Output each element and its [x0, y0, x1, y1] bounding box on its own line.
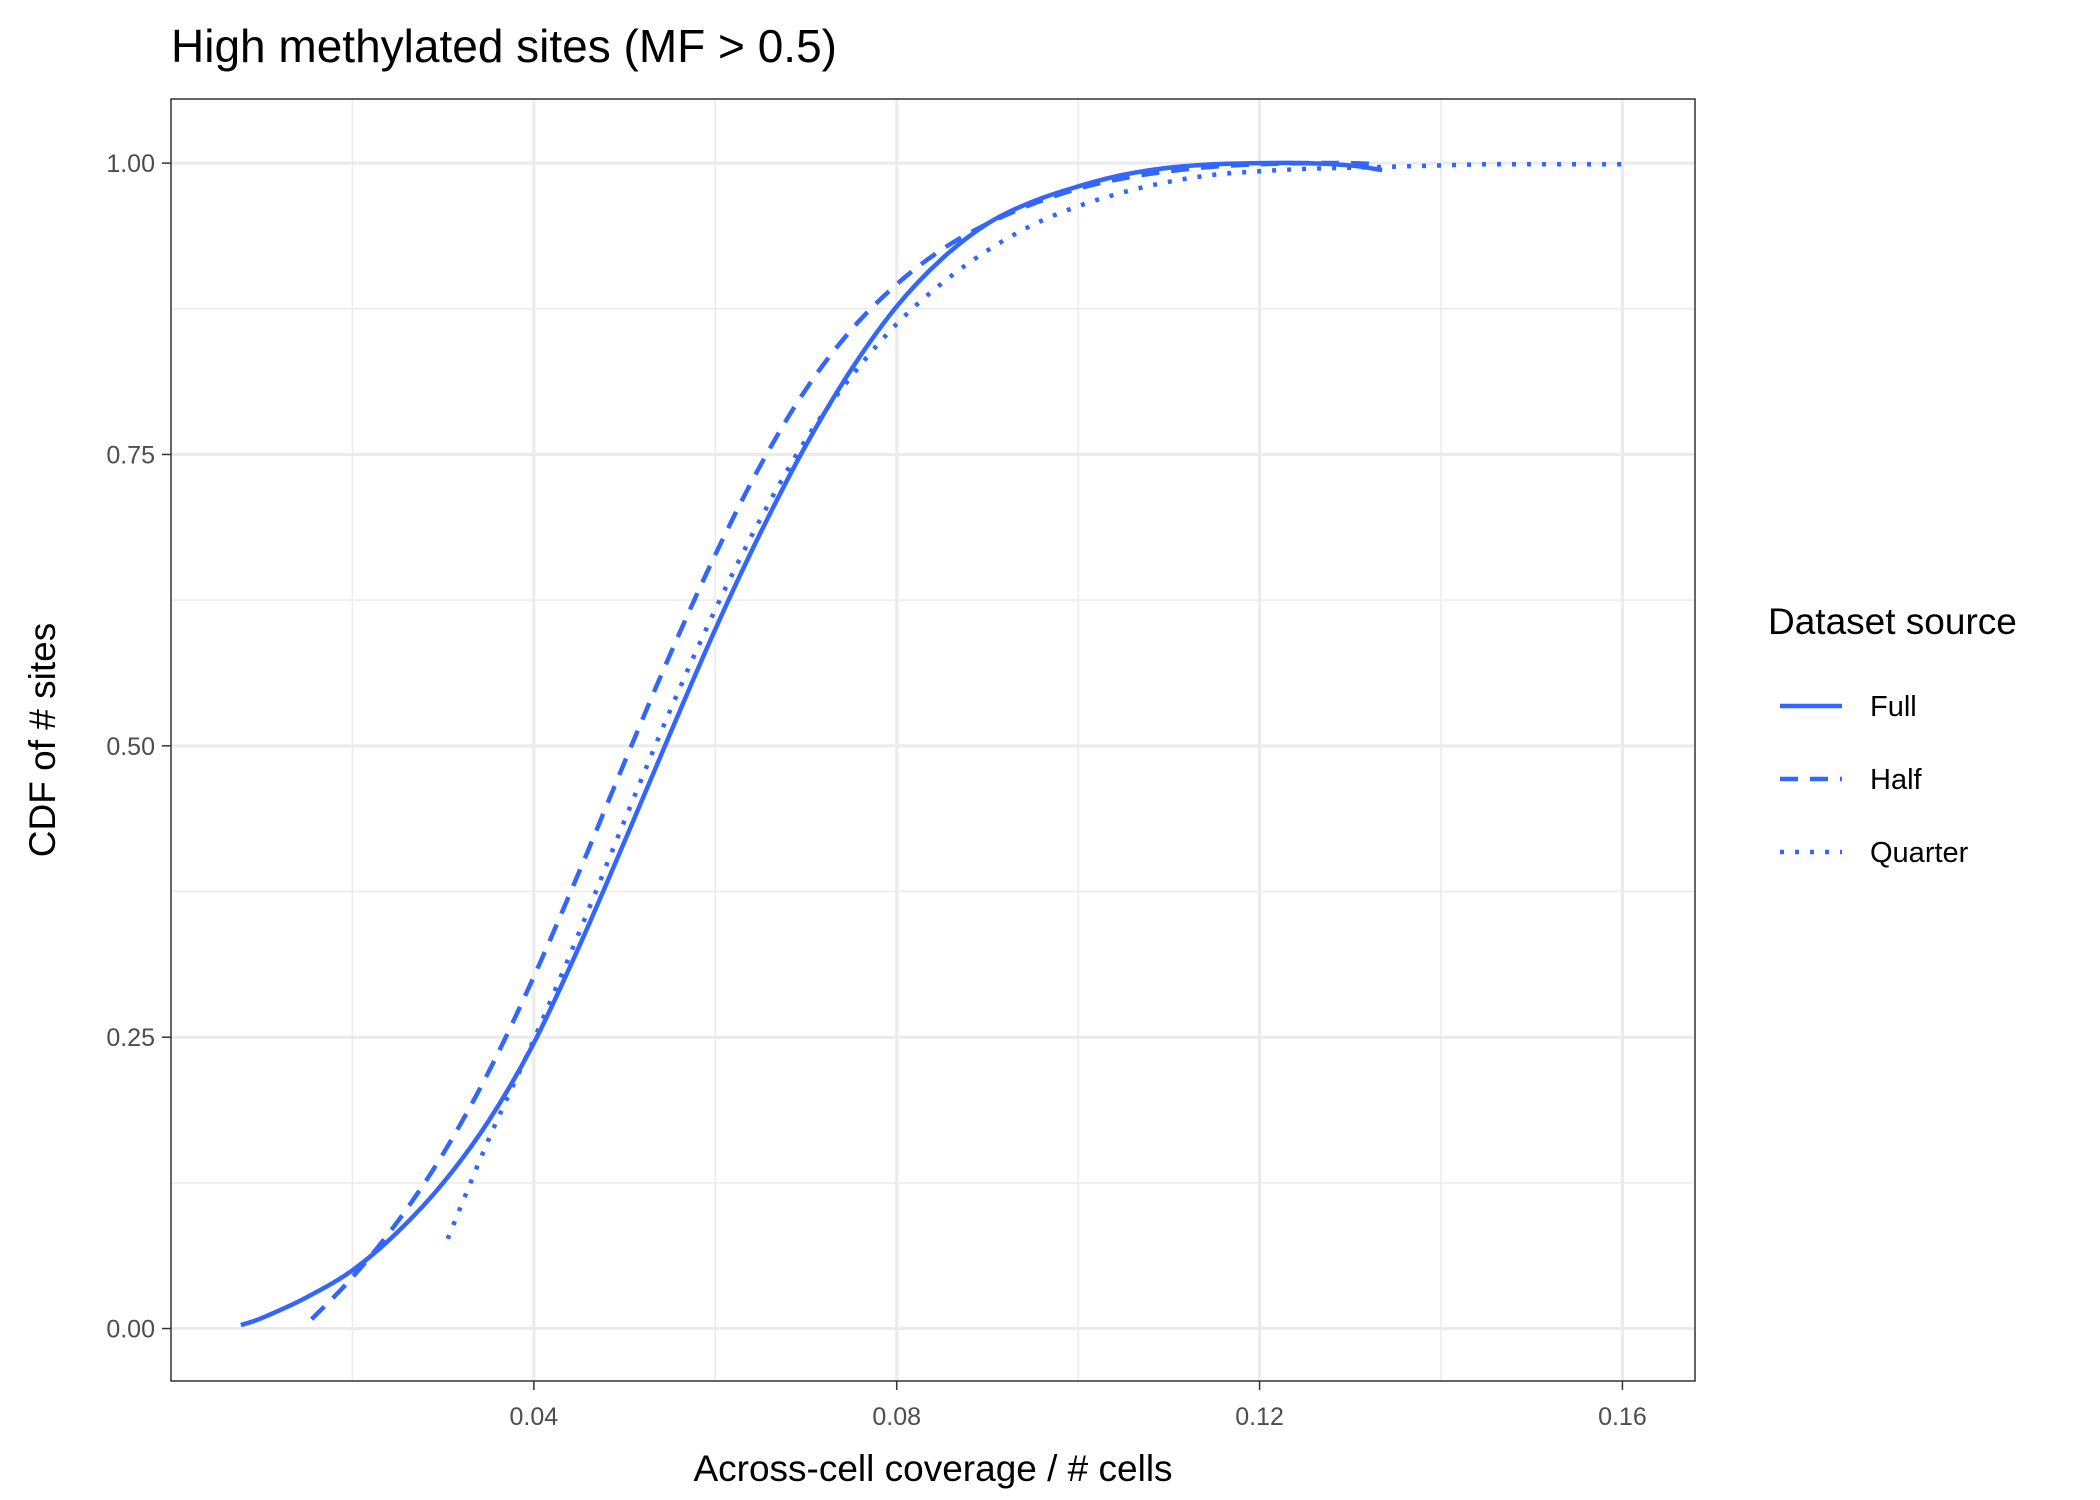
x-axis: 0.04 0.08 0.12 0.16	[510, 1381, 1647, 1431]
x-tick-label: 0.08	[872, 1403, 921, 1431]
y-tick-label: 0.25	[106, 1024, 155, 1052]
series-line-half	[309, 160, 1378, 1321]
major-gridlines	[171, 99, 1695, 1381]
x-tick-label: 0.16	[1598, 1403, 1647, 1431]
x-tick-label: 0.04	[510, 1403, 559, 1431]
x-axis-title: Across-cell coverage / # cells	[693, 1448, 1172, 1489]
series-line-full	[240, 160, 1383, 1328]
plot-panel	[171, 99, 1695, 1381]
y-tick-label: 0.00	[106, 1316, 155, 1344]
legend-label-quarter: Quarter	[1870, 837, 1969, 869]
legend-label-full: Full	[1870, 691, 1917, 723]
plot-border	[170, 98, 1696, 1382]
legend: Dataset source Full Half Quarter	[1768, 601, 2017, 869]
minor-gridlines	[171, 99, 1695, 1381]
chart-title: High methylated sites (MF > 0.5)	[171, 20, 837, 72]
series-lines	[240, 160, 1623, 1328]
y-tick-label: 0.50	[106, 733, 155, 761]
x-tick-label: 0.12	[1235, 1403, 1284, 1431]
y-tick-label: 0.75	[106, 441, 155, 469]
legend-label-half: Half	[1870, 764, 1923, 796]
y-axis-title: CDF of # sites	[22, 623, 63, 857]
legend-title: Dataset source	[1768, 601, 2017, 642]
y-axis: 0.00 0.25 0.50 0.75 1.00	[106, 150, 171, 1344]
y-tick-label: 1.00	[106, 150, 155, 178]
